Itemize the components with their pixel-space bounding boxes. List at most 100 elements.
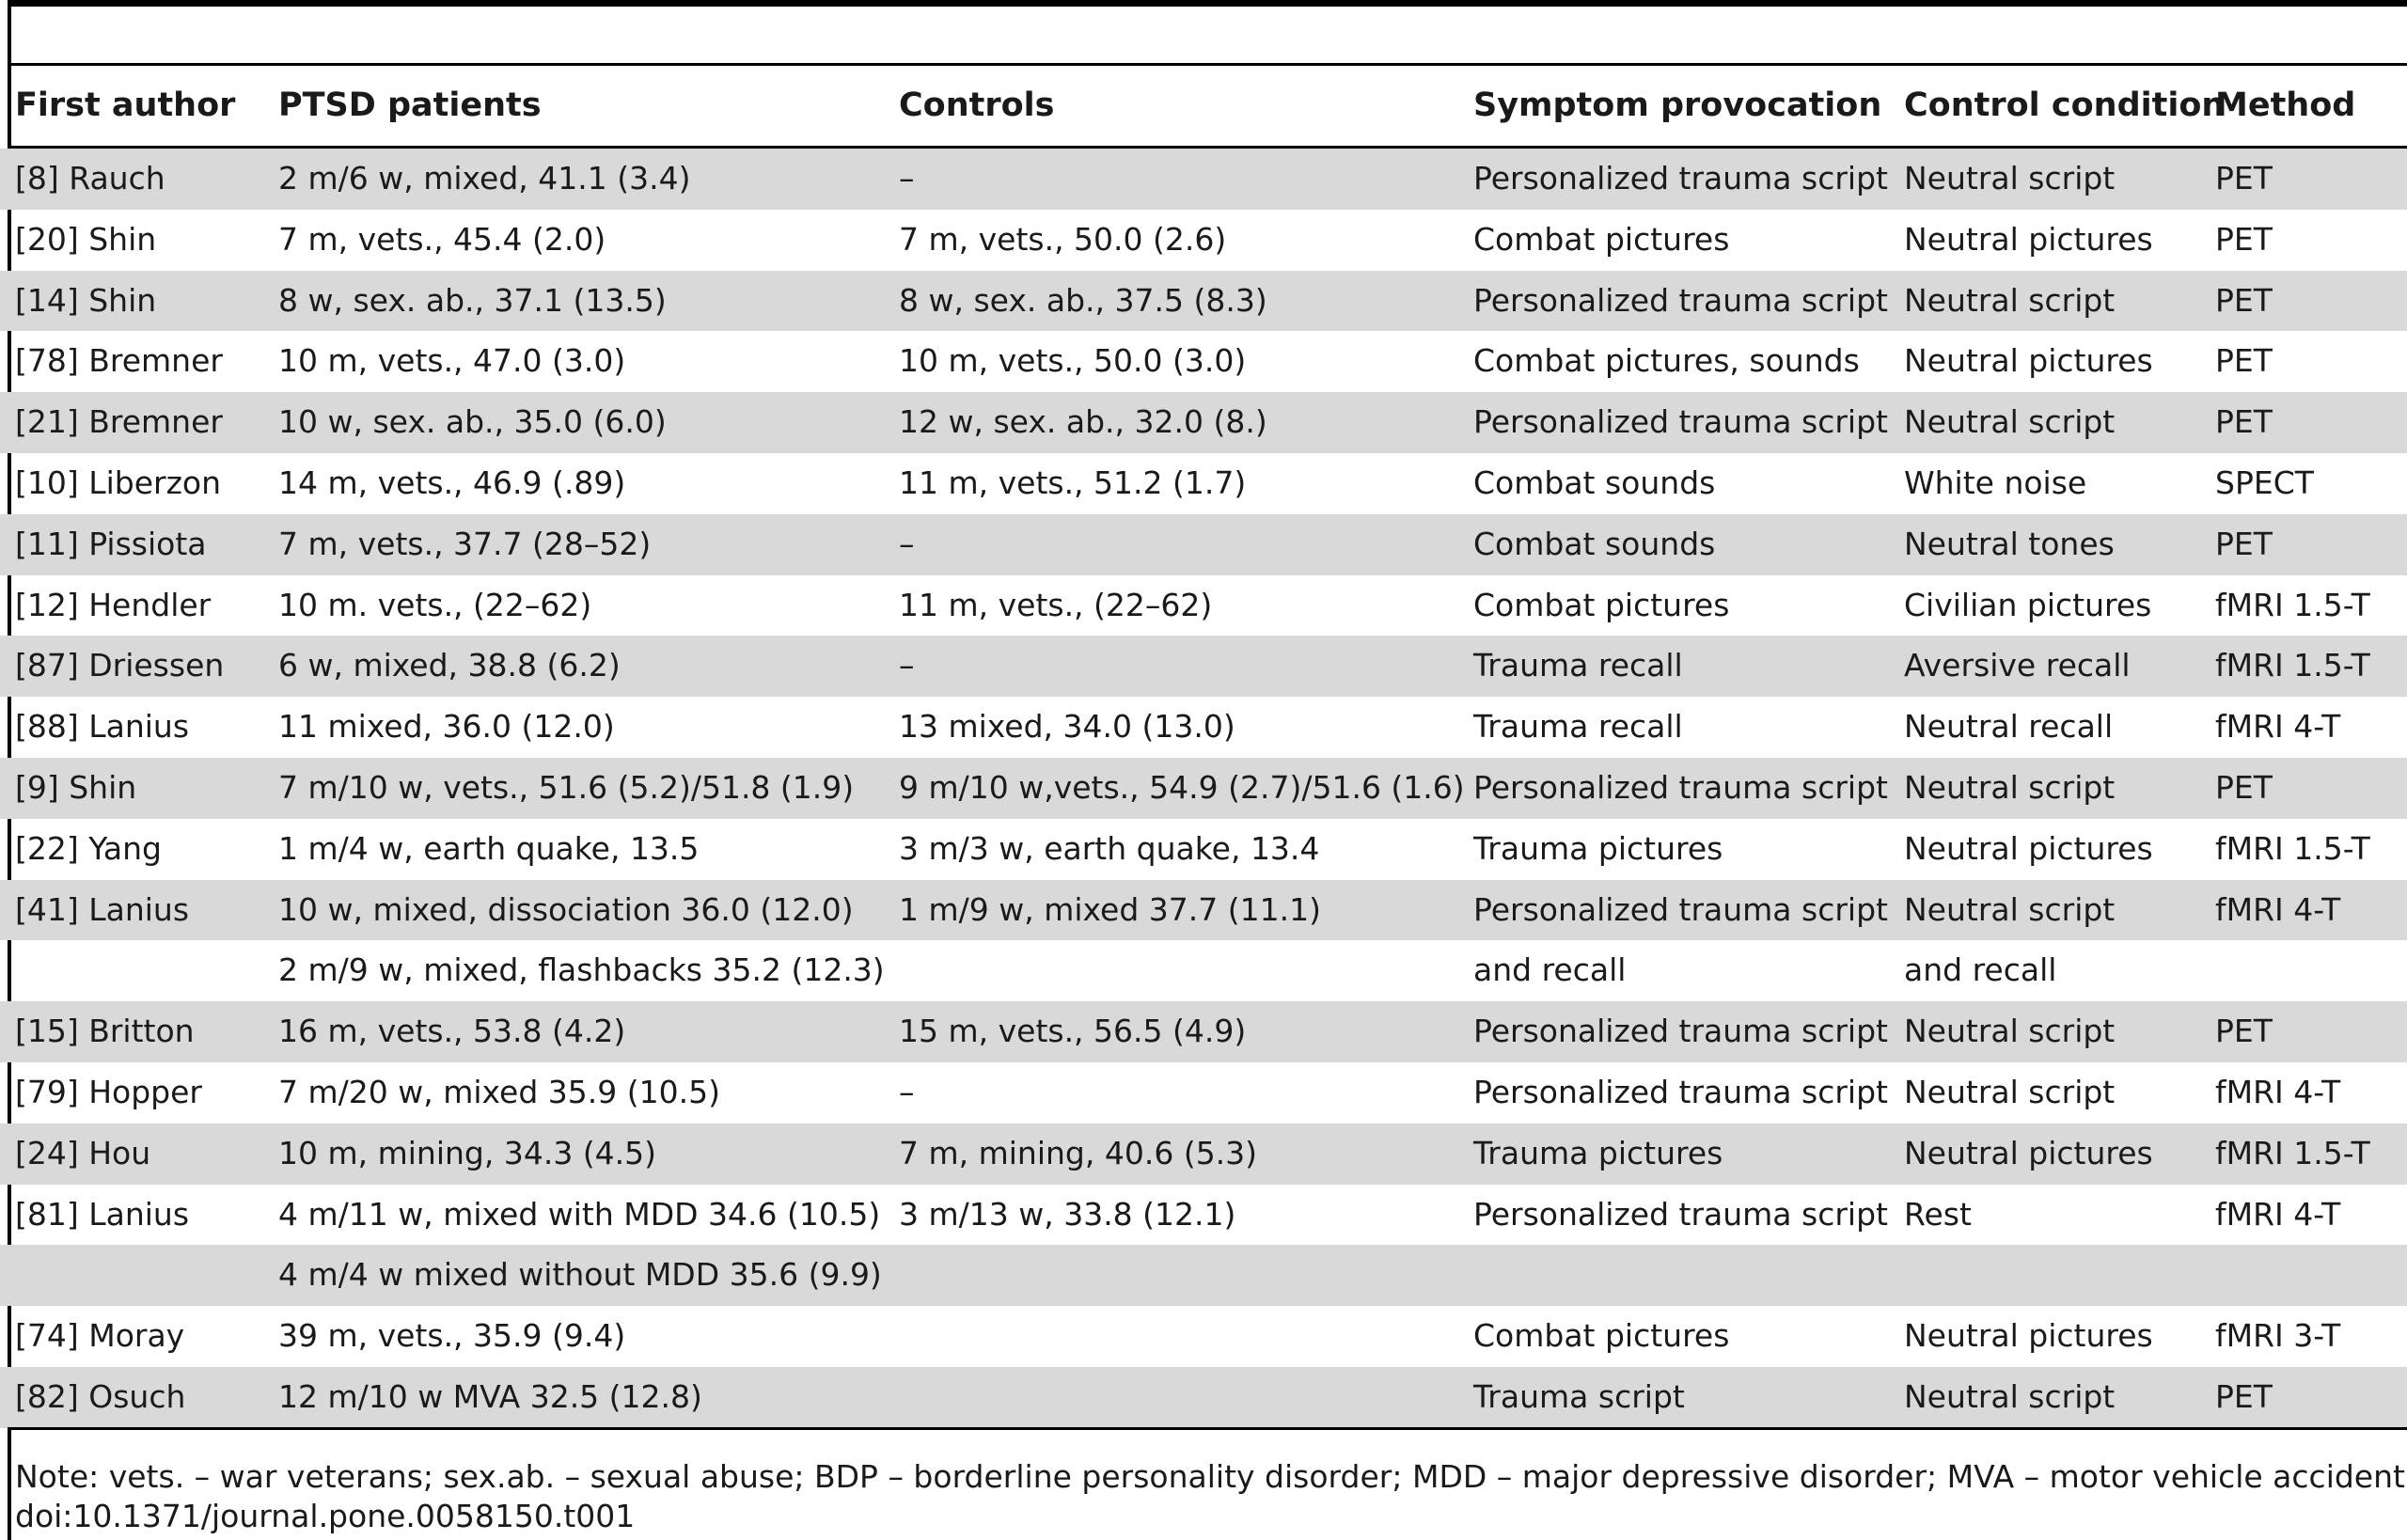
cell-first-author: [79] Hopper — [15, 1073, 202, 1110]
cell-controls: 3 m/13 w, 33.8 (12.1) — [899, 1195, 1236, 1233]
cell-first-author: [22] Yang — [15, 829, 162, 867]
cell-symptom-provocation: Personalized trauma script — [1473, 1013, 1888, 1050]
header-first-author: First author — [15, 86, 236, 124]
cell-control-condition: Neutral script — [1904, 768, 2116, 806]
cell-method: fMRI 4-T — [2215, 708, 2341, 746]
header-ptsd-patients: PTSD patients — [278, 86, 542, 124]
cell-ptsd-patients: 7 m/10 w, vets., 51.6 (5.2)/51.8 (1.9) — [278, 768, 855, 806]
cell-method: PET — [2215, 220, 2273, 258]
cell-controls: 15 m, vets., 56.5 (4.9) — [899, 1013, 1247, 1050]
cell-first-author: [9] Shin — [15, 768, 137, 806]
cell-first-author: [14] Shin — [15, 281, 157, 319]
table-row: [20] Shin 7 m, vets., 45.4 (2.0) 7 m, vets… — [0, 210, 2407, 271]
table-row: 2 m/9 w, mixed, flashbacks 35.2 (12.3) an… — [0, 940, 2407, 1001]
cell-controls: – — [899, 160, 915, 196]
cell-ptsd-patients: 7 m/20 w, mixed 35.9 (10.5) — [278, 1073, 720, 1110]
header-controls: Controls — [899, 86, 1055, 124]
cell-first-author: [10] Liberzon — [15, 464, 222, 501]
cell-ptsd-patients: 10 m, vets., 47.0 (3.0) — [278, 342, 626, 380]
cell-control-condition: Neutral script — [1904, 1377, 2116, 1415]
cell-first-author: [12] Hendler — [15, 586, 212, 623]
cell-control-condition: Aversive recall — [1904, 647, 2131, 684]
cell-symptom-provocation: Personalized trauma script — [1473, 160, 1888, 196]
cell-ptsd-patients: 6 w, mixed, 38.8 (6.2) — [278, 647, 621, 684]
cell-symptom-provocation: Personalized trauma script — [1473, 768, 1888, 806]
table-row: [9] Shin 7 m/10 w, vets., 51.6 (5.2)/51.8… — [0, 757, 2407, 819]
cell-control-condition: Neutral script — [1904, 1073, 2116, 1110]
cell-ptsd-patients: 1 m/4 w, earth quake, 13.5 — [278, 829, 700, 867]
cell-ptsd-patients: 39 m, vets., 35.9 (9.4) — [278, 1317, 626, 1355]
cell-first-author: [41] Lanius — [15, 890, 190, 928]
header-control-condition: Control condition — [1904, 86, 2226, 124]
header-bottom-rule — [8, 146, 2407, 149]
cell-symptom-provocation: Combat pictures — [1473, 220, 1730, 258]
cell-ptsd-patients: 14 m, vets., 46.9 (.89) — [278, 464, 626, 501]
cell-control-condition: Neutral pictures — [1904, 1317, 2153, 1355]
cell-symptom-provocation: Combat pictures — [1473, 586, 1730, 623]
cell-symptom-provocation: Personalized trauma script — [1473, 1073, 1888, 1110]
table-row: [21] Bremner 10 w, sex. ab., 35.0 (6.0) 12… — [0, 392, 2407, 453]
cell-ptsd-patients: 10 m. vets., (22–62) — [278, 586, 592, 623]
cell-control-condition: Neutral pictures — [1904, 829, 2153, 867]
cell-method: fMRI 1.5-T — [2215, 586, 2370, 623]
table-row: [8] Rauch 2 m/6 w, mixed, 41.1 (3.4) – Pers… — [0, 149, 2407, 210]
cell-ptsd-patients: 12 m/10 w MVA 32.5 (12.8) — [278, 1377, 702, 1415]
table-row: [41] Lanius 10 w, mixed, dissociation 36.… — [0, 879, 2407, 941]
cell-method: SPECT — [2215, 464, 2314, 501]
cell-control-condition: Rest — [1904, 1195, 1972, 1233]
cell-symptom-provocation: Personalized trauma script — [1473, 281, 1888, 319]
cell-controls: 12 w, sex. ab., 32.0 (8.) — [899, 403, 1267, 441]
table-row: 4 m/4 w mixed without MDD 35.6 (9.9) — [0, 1245, 2407, 1307]
cell-first-author: [15] Britton — [15, 1013, 195, 1050]
cell-method: fMRI 4-T — [2215, 890, 2341, 928]
cell-ptsd-patients: 16 m, vets., 53.8 (4.2) — [278, 1013, 626, 1050]
header-symptom-provocation: Symptom provocation — [1473, 86, 1882, 124]
cell-control-condition: Neutral recall — [1904, 708, 2114, 746]
cell-symptom-provocation: Personalized trauma script — [1473, 890, 1888, 928]
cell-symptom-provocation: Trauma recall — [1473, 647, 1683, 684]
cell-controls: 7 m, mining, 40.6 (5.3) — [899, 1134, 1258, 1171]
table-row: [10] Liberzon 14 m, vets., 46.9 (.89) 11 m… — [0, 453, 2407, 514]
cell-first-author: [82] Osuch — [15, 1377, 186, 1415]
cell-first-author: [21] Bremner — [15, 403, 223, 441]
cell-first-author: [78] Bremner — [15, 342, 223, 380]
cell-ptsd-patients: 2 m/9 w, mixed, flashbacks 35.2 (12.3) — [278, 951, 885, 989]
cell-control-condition: Neutral pictures — [1904, 1134, 2153, 1171]
table-bottom-rule — [8, 1427, 2407, 1430]
table-row: [79] Hopper 7 m/20 w, mixed 35.9 (10.5) – P… — [0, 1062, 2407, 1124]
cell-symptom-provocation: Personalized trauma script — [1473, 403, 1888, 441]
cell-control-condition: Neutral script — [1904, 890, 2116, 928]
cell-ptsd-patients: 10 w, sex. ab., 35.0 (6.0) — [278, 403, 667, 441]
cell-control-condition: Neutral pictures — [1904, 220, 2153, 258]
cell-control-condition: Neutral pictures — [1904, 342, 2153, 380]
cell-symptom-provocation: and recall — [1473, 951, 1627, 989]
cell-control-condition: White noise — [1904, 464, 2087, 501]
cell-symptom-provocation: Trauma recall — [1473, 708, 1683, 746]
cell-ptsd-patients: 8 w, sex. ab., 37.1 (13.5) — [278, 281, 667, 319]
cell-ptsd-patients: 4 m/4 w mixed without MDD 35.6 (9.9) — [278, 1256, 882, 1294]
cell-controls: 11 m, vets., 51.2 (1.7) — [899, 464, 1247, 501]
cell-symptom-provocation: Combat pictures — [1473, 1317, 1730, 1355]
table-row: [88] Lanius 11 mixed, 36.0 (12.0) 13 mixed… — [0, 697, 2407, 758]
cell-method: PET — [2215, 342, 2273, 380]
cell-method: fMRI 4-T — [2215, 1195, 2341, 1233]
cell-method: fMRI 3-T — [2215, 1317, 2341, 1355]
top-rule — [8, 0, 2407, 7]
table-row: [11] Pissiota 7 m, vets., 37.7 (28–52) – Co… — [0, 513, 2407, 575]
cell-first-author: [20] Shin — [15, 220, 157, 258]
table-row: [15] Britton 16 m, vets., 53.8 (4.2) 15 m,… — [0, 1001, 2407, 1062]
cell-first-author: [8] Rauch — [15, 160, 165, 196]
table-row: [24] Hou 10 m, mining, 34.3 (4.5) 7 m, min… — [0, 1123, 2407, 1185]
cell-ptsd-patients: 10 m, mining, 34.3 (4.5) — [278, 1134, 657, 1171]
cell-controls: 7 m, vets., 50.0 (2.6) — [899, 220, 1227, 258]
cell-method: PET — [2215, 1013, 2273, 1050]
cell-controls: 10 m, vets., 50.0 (3.0) — [899, 342, 1247, 380]
cell-symptom-provocation: Trauma pictures — [1473, 829, 1723, 867]
cell-ptsd-patients: 7 m, vets., 37.7 (28–52) — [278, 525, 652, 562]
cell-first-author: [87] Driessen — [15, 647, 225, 684]
cell-first-author: [81] Lanius — [15, 1195, 190, 1233]
cell-method: PET — [2215, 403, 2273, 441]
cell-controls: – — [899, 525, 915, 562]
cell-method: PET — [2215, 1377, 2273, 1415]
